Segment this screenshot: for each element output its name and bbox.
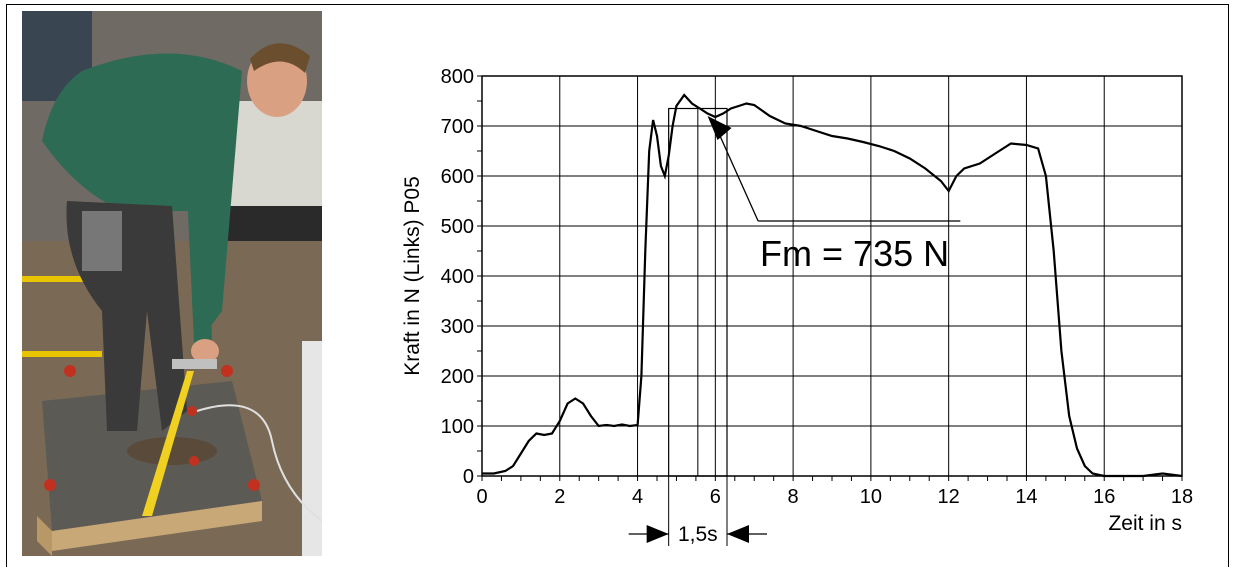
x-tick-label-2: 4 bbox=[632, 486, 643, 508]
window-duration-marker bbox=[628, 525, 767, 543]
y-tick-label-1: 100 bbox=[441, 416, 474, 438]
x-tick-label-8: 16 bbox=[1093, 486, 1115, 508]
force-series-line bbox=[482, 93, 1183, 478]
y-tick-label-3: 300 bbox=[441, 316, 474, 338]
averaging-window-box bbox=[668, 107, 728, 546]
annotation-arrowhead bbox=[707, 116, 732, 140]
marker-left-arrow bbox=[646, 525, 669, 543]
worker-photo bbox=[22, 11, 322, 556]
y-tick-label-2: 200 bbox=[441, 366, 474, 388]
figure-frame bbox=[6, 4, 1229, 567]
y-tick-label-0: 0 bbox=[463, 466, 474, 488]
x-tick-labels: 0 2 4 6 8 10 12 14 16 18 bbox=[476, 486, 1193, 508]
window-duration-label: 1,5s bbox=[678, 523, 718, 546]
marker-right-arrow bbox=[727, 525, 749, 543]
plot-area-frame bbox=[477, 75, 1183, 481]
y-tick-labels: 0 100 200 300 400 500 600 700 800 bbox=[441, 66, 474, 488]
y-axis-label: Kraft in N (Links) P05 bbox=[401, 176, 424, 376]
force-time-chart: 0 100 200 300 400 500 600 700 800 0 2 4 6 8 10 12 14 16 1… bbox=[401, 66, 1193, 546]
x-axis-label: Zeit in s bbox=[1108, 512, 1182, 535]
x-tick-label-3: 6 bbox=[710, 486, 721, 508]
mean-force-annotation bbox=[707, 116, 961, 222]
x-tick-label-1: 2 bbox=[554, 486, 565, 508]
x-tick-label-0: 0 bbox=[476, 486, 487, 508]
x-tick-label-6: 12 bbox=[938, 486, 960, 508]
y-tick-label-5: 500 bbox=[441, 216, 474, 238]
mean-force-label: Fm = 735 N bbox=[760, 233, 949, 274]
x-tick-label-9: 18 bbox=[1171, 486, 1193, 508]
y-tick-label-8: 800 bbox=[441, 66, 474, 88]
x-tick-label-7: 14 bbox=[1015, 486, 1037, 508]
x-tick-label-4: 8 bbox=[788, 486, 799, 508]
y-tick-label-4: 400 bbox=[441, 266, 474, 288]
y-tick-label-6: 600 bbox=[441, 166, 474, 188]
y-tick-label-7: 700 bbox=[441, 116, 474, 138]
x-tick-label-5: 10 bbox=[860, 486, 882, 508]
annotation-leader-line bbox=[714, 125, 759, 222]
